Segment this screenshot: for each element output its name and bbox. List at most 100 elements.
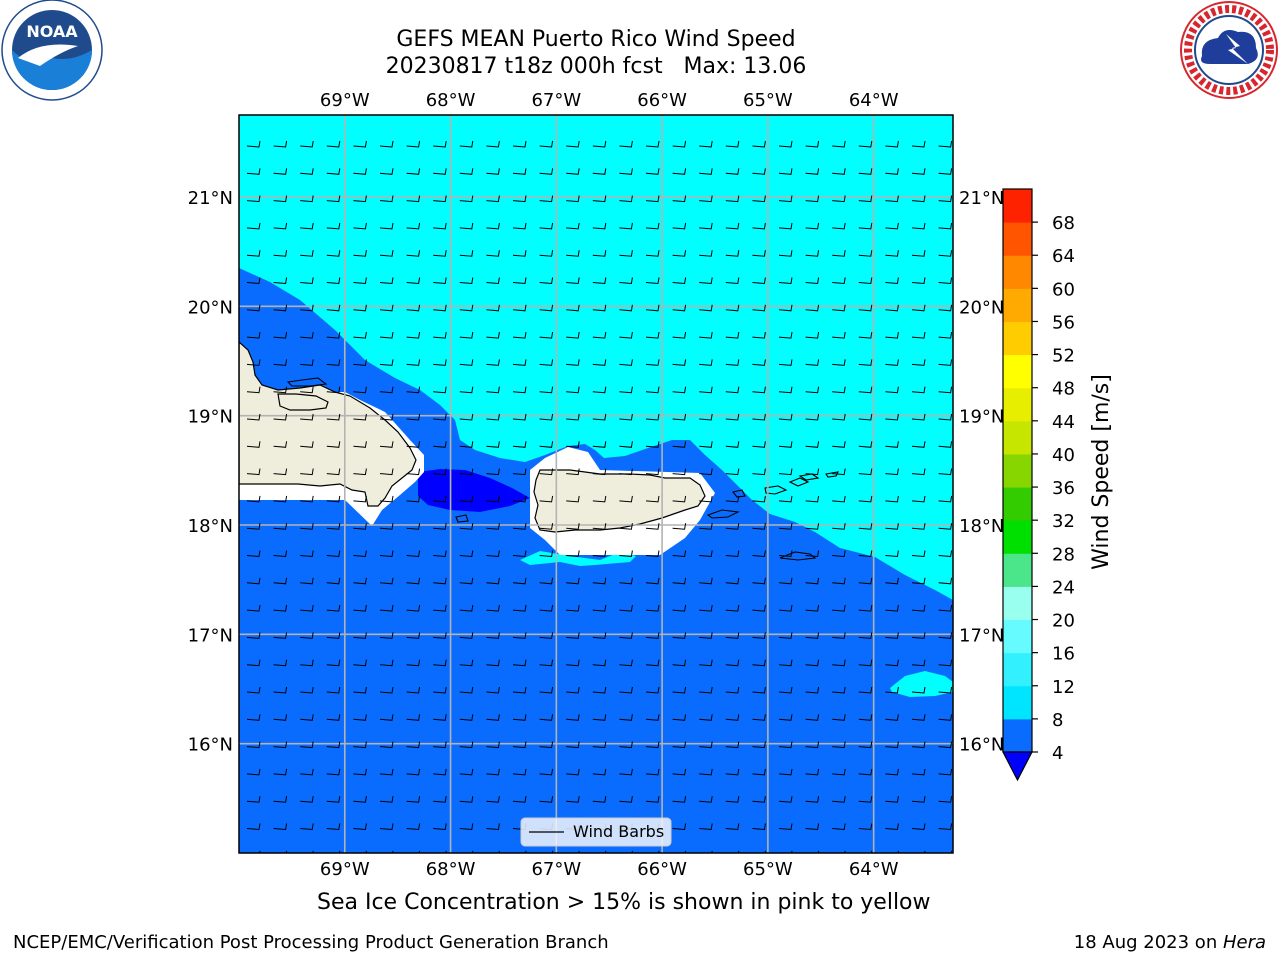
wind-barb xyxy=(645,796,660,803)
wind-barb xyxy=(938,686,953,694)
wind-barb xyxy=(512,741,527,749)
wind-barb xyxy=(885,632,899,639)
wind-barb xyxy=(672,359,687,366)
wind-barb xyxy=(699,277,713,285)
wind-barb xyxy=(832,277,846,285)
wind-barb xyxy=(326,523,341,530)
wind-barb xyxy=(486,277,500,285)
wind-barb xyxy=(539,277,554,285)
wind-barb xyxy=(938,304,953,312)
wind-barb xyxy=(379,741,394,749)
wind-barb xyxy=(326,140,341,148)
wind-barb xyxy=(645,277,660,285)
wind-barb xyxy=(300,332,314,339)
wind-barb xyxy=(699,768,713,776)
wind-barb xyxy=(619,441,633,448)
lon-tick-top: 67°W xyxy=(531,90,581,111)
wind-barb xyxy=(459,222,474,230)
wind-barb xyxy=(379,386,394,394)
wind-barb xyxy=(832,386,846,394)
wind-barb xyxy=(512,222,527,230)
wind-barb xyxy=(300,632,314,639)
wind-barb xyxy=(246,659,261,667)
wind-barb xyxy=(566,386,580,394)
wind-barb xyxy=(725,495,740,503)
wind-barb xyxy=(832,577,846,585)
wind-barb xyxy=(858,741,873,749)
wind-barb xyxy=(512,686,527,694)
wind-barb xyxy=(379,359,394,366)
wind-barb xyxy=(938,168,953,175)
wind-barb xyxy=(539,714,554,721)
colorbar-segment xyxy=(1003,718,1032,753)
wind-barb xyxy=(592,632,607,639)
wind-barb xyxy=(273,577,288,585)
wind-barb xyxy=(672,332,687,339)
wind-barb xyxy=(459,468,474,476)
wind-barb xyxy=(486,659,500,667)
wind-barb xyxy=(246,605,261,612)
wind-barb xyxy=(566,714,580,721)
wind-barb xyxy=(353,359,367,366)
wind-barb xyxy=(725,332,740,339)
wind-barb xyxy=(645,495,660,503)
wind-barb xyxy=(512,168,527,175)
contour-8-12-south-patch xyxy=(890,671,953,697)
wind-barb xyxy=(778,632,793,639)
wind-barb xyxy=(592,140,607,148)
wind-barb xyxy=(725,741,740,749)
wind-barb xyxy=(858,714,873,721)
wind-barb xyxy=(300,741,314,749)
wind-barb xyxy=(326,250,341,257)
wind-barb xyxy=(592,359,607,366)
wind-barb xyxy=(300,714,314,721)
wind-barb xyxy=(938,250,953,257)
wind-barb xyxy=(486,577,500,585)
wind-barb xyxy=(273,823,288,831)
wind-barb xyxy=(539,468,554,476)
wind-barb xyxy=(246,413,261,421)
wind-barb xyxy=(592,659,607,667)
wind-barb xyxy=(885,195,899,203)
wind-barb xyxy=(645,632,660,639)
wind-barb xyxy=(326,714,341,721)
wind-barb xyxy=(459,441,474,448)
wind-barb xyxy=(858,386,873,394)
wind-barb xyxy=(433,304,447,312)
wind-barb xyxy=(752,222,766,230)
colorbar-tick-label: 48 xyxy=(1052,379,1075,400)
wind-barb xyxy=(938,823,953,831)
wind-barb xyxy=(778,413,793,421)
wind-barb xyxy=(672,550,687,558)
wind-barb xyxy=(911,686,926,694)
wind-barb xyxy=(486,768,500,776)
wind-barb xyxy=(326,332,341,339)
wind-barb xyxy=(592,441,607,448)
wind-barb xyxy=(566,686,580,694)
wind-barb xyxy=(406,686,421,694)
wind-barb xyxy=(539,250,554,257)
footer-branch: NCEP/EMC/Verification Post Processing Pr… xyxy=(13,932,609,953)
wind-barb xyxy=(459,632,474,639)
wind-barb xyxy=(778,823,793,831)
wind-barb xyxy=(406,577,421,585)
wind-barb xyxy=(619,495,633,503)
wind-barb xyxy=(885,441,899,448)
lon-tick-bottom: 67°W xyxy=(531,859,581,880)
wind-barb xyxy=(326,741,341,749)
wind-barb xyxy=(938,359,953,366)
wind-barb xyxy=(246,768,261,776)
wind-barb xyxy=(539,140,554,148)
wind-barb xyxy=(832,140,846,148)
wind-barb xyxy=(832,523,846,530)
wind-barb xyxy=(566,796,580,803)
wind-barb xyxy=(433,605,447,612)
wind-barb xyxy=(645,140,660,148)
wind-barb xyxy=(539,768,554,776)
wind-barb xyxy=(300,796,314,803)
wind-barb xyxy=(512,796,527,803)
wind-barb xyxy=(752,577,766,585)
wind-barb xyxy=(699,359,713,366)
wind-barb xyxy=(566,222,580,230)
